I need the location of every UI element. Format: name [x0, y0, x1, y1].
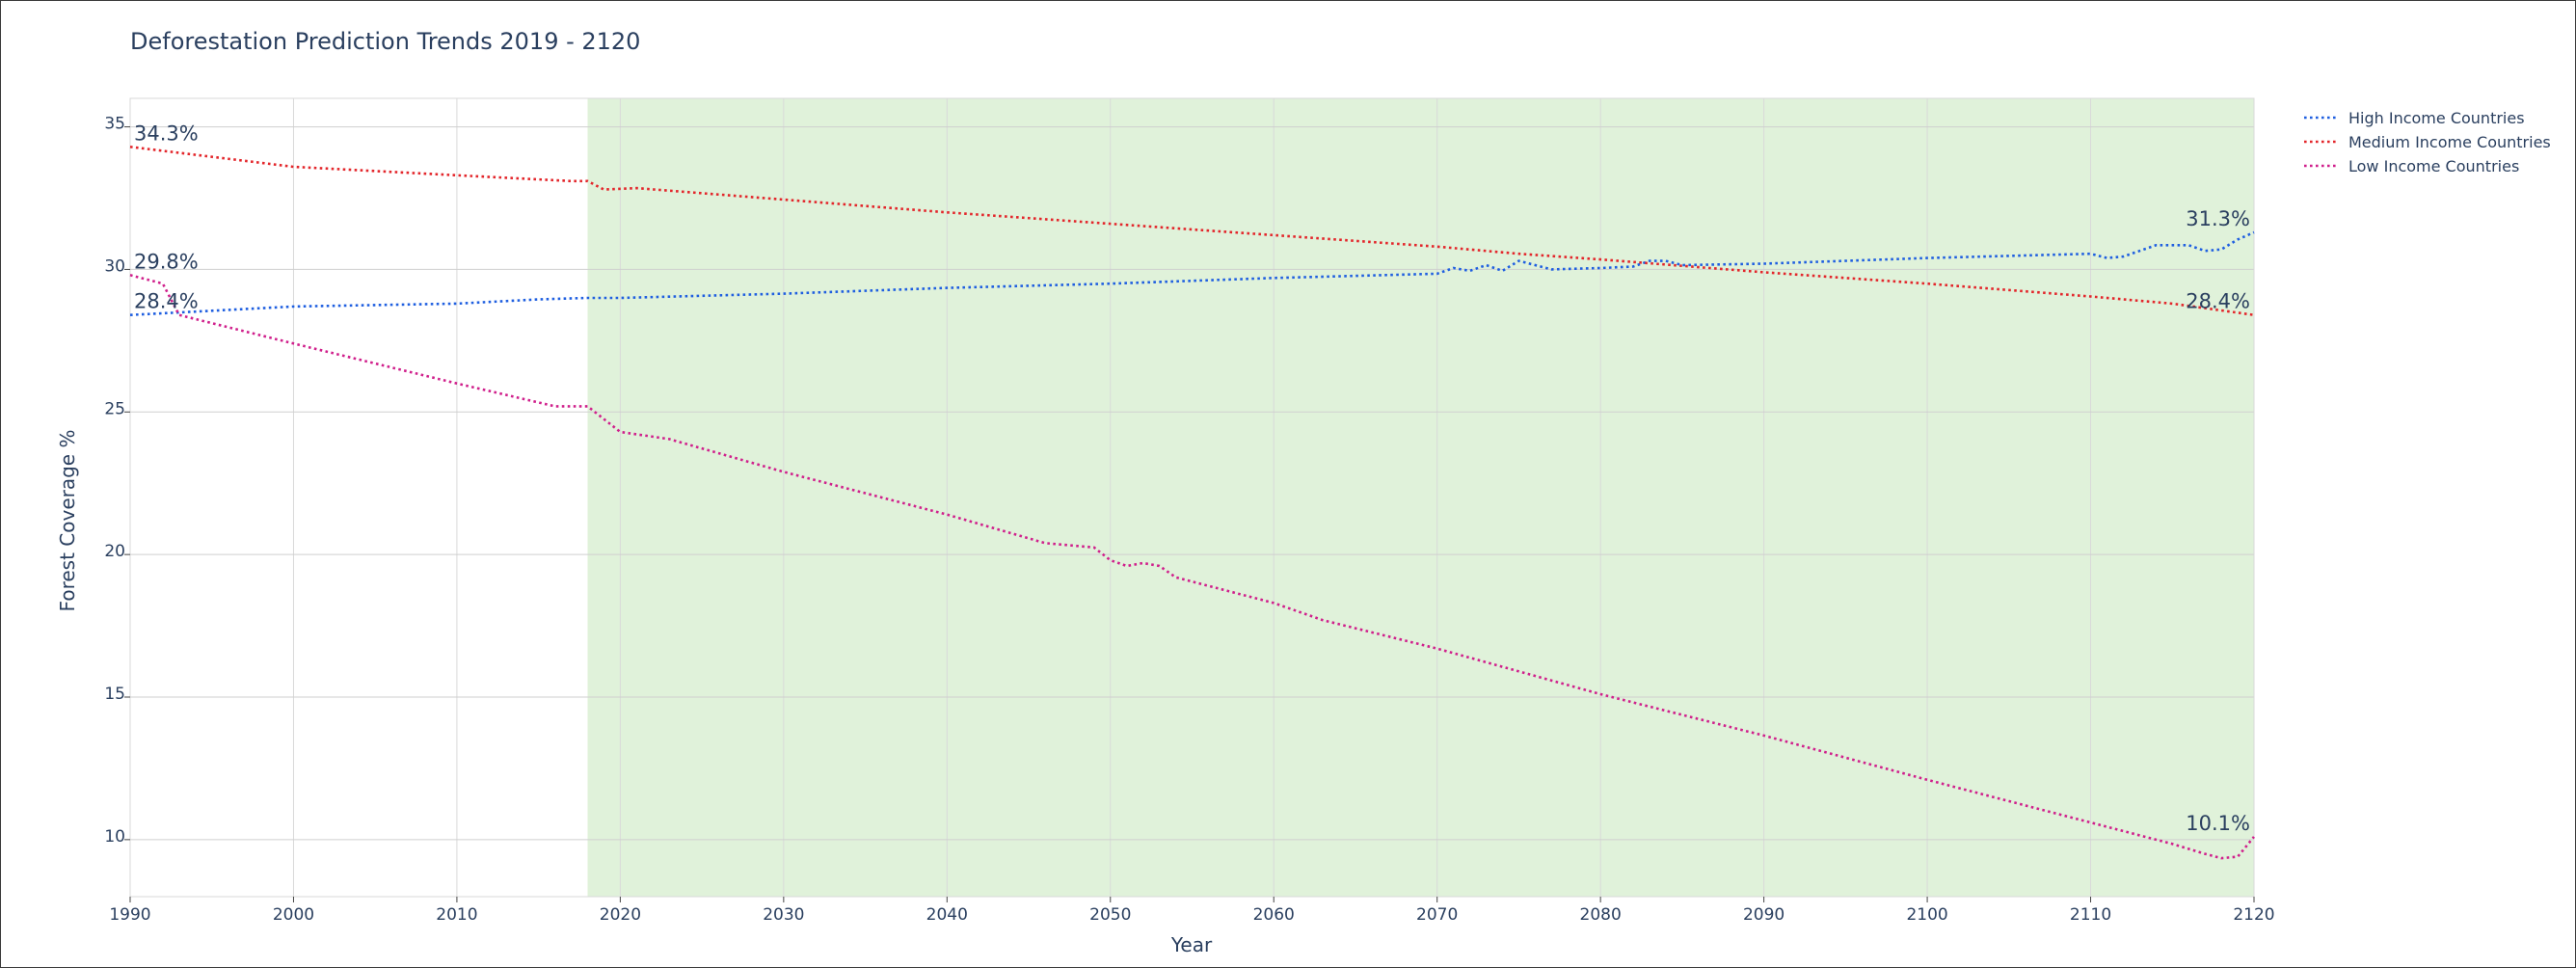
- legend-label: Low Income Countries: [2348, 157, 2519, 175]
- x-tick-label: 2070: [1416, 905, 1458, 925]
- data-label: 28.4%: [2186, 290, 2250, 313]
- series-line-medium-income-countries: [129, 146, 2255, 316]
- data-label: 10.1%: [2186, 812, 2250, 835]
- data-label: 34.3%: [134, 121, 199, 145]
- x-tick-label: 2040: [926, 905, 968, 925]
- y-tick-label: 20: [104, 542, 125, 561]
- series-line-low-income-countries: [129, 274, 2256, 860]
- data-label: 29.8%: [134, 250, 199, 273]
- legend-label: Medium Income Countries: [2348, 133, 2551, 151]
- plot-area: 1990 2000 2010 2020 2030 2040 2050 2060 2070 2080…: [104, 97, 2275, 925]
- data-label: 28.4%: [134, 290, 199, 313]
- x-tick-label: 2020: [600, 905, 641, 925]
- x-axis-title: Year: [1170, 933, 1213, 956]
- x-tick-label: 2050: [1089, 905, 1131, 925]
- series-line-high-income-countries: [129, 230, 2255, 316]
- y-tick-label: 30: [104, 256, 125, 276]
- x-tick-label: 2090: [1743, 905, 1784, 925]
- y-tick-label: 25: [104, 399, 125, 418]
- x-tick-label: 2120: [2233, 905, 2274, 925]
- y-tick-label: 15: [104, 685, 125, 704]
- x-tick-label: 1990: [109, 905, 150, 925]
- x-tick-label: 2100: [1906, 905, 1947, 925]
- x-tick-label: 2030: [763, 905, 804, 925]
- prediction-region: [587, 98, 2254, 897]
- y-axis-title: Forest Coverage %: [56, 430, 79, 612]
- x-tick-label: 2010: [436, 905, 477, 925]
- x-tick-label: 2060: [1253, 905, 1295, 925]
- chart-title: Deforestation Prediction Trends 2019 - 2…: [130, 28, 640, 55]
- legend: High Income Countries Medium Income Count…: [2304, 109, 2551, 175]
- plot-border: [129, 97, 2255, 898]
- x-tick-label: 2000: [273, 905, 314, 925]
- data-label: 31.3%: [2186, 207, 2250, 230]
- x-tick-label: 2080: [1580, 905, 1622, 925]
- x-tick-label: 2110: [2070, 905, 2111, 925]
- y-tick-label: 10: [104, 827, 125, 847]
- y-tick-label: 35: [104, 115, 125, 134]
- legend-label: High Income Countries: [2348, 109, 2525, 127]
